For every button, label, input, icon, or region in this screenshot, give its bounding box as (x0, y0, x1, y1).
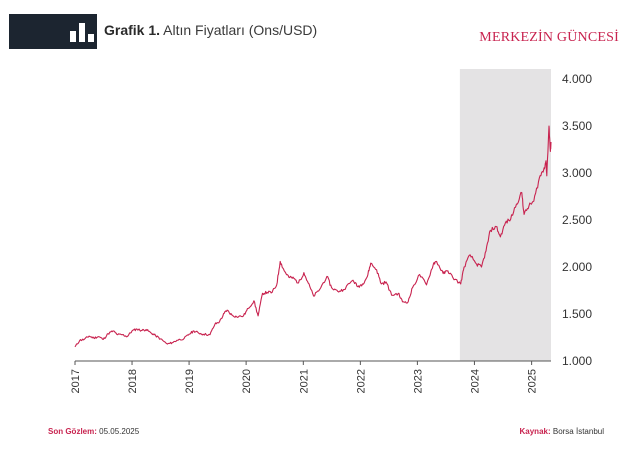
figure-label: Grafik 1. (104, 22, 161, 38)
y-tick-label-1500: 1.500 (562, 307, 592, 321)
chart-title: Grafik 1. Altın Fiyatları (Ons/USD) (104, 22, 317, 38)
title-text: Altın Fiyatları (Ons/USD) (163, 22, 318, 38)
x-tick-label-2017: 2017 (70, 369, 82, 393)
y-tick-label-4000: 4.000 (562, 72, 592, 86)
x-tick-label-2021: 2021 (298, 369, 310, 393)
y-tick-label-3000: 3.000 (562, 166, 592, 180)
x-tick-label-2025: 2025 (527, 369, 539, 393)
last-observation-value: 05.05.2025 (99, 427, 140, 436)
y-tick-label-2500: 2.500 (562, 213, 592, 227)
x-tick-label-2018: 2018 (127, 369, 139, 393)
source-note: Kaynak: Borsa İstanbul (520, 427, 605, 436)
x-tick-label-2020: 2020 (241, 369, 253, 393)
last-observation: Son Gözlem: 05.05.2025 (48, 427, 139, 436)
x-tick-label-2024: 2024 (469, 369, 481, 393)
gold-price-chart: 2017 2018 2019 2020 2021 2022 2023 2024 2025 1.00… (70, 69, 592, 393)
x-tick-label-2022: 2022 (355, 369, 367, 393)
y-tick-label-1000: 1.000 (562, 354, 592, 368)
y-tick-label-2000: 2.000 (562, 260, 592, 274)
brand-logo-text: MERKEZİN GÜNCESİ (479, 30, 619, 45)
y-tick-label-3500: 3.500 (562, 119, 592, 133)
bar-chart-icon (70, 23, 94, 42)
source-value: Borsa İstanbul (552, 427, 604, 436)
x-tick-label-2023: 2023 (412, 369, 424, 393)
last-observation-label: Son Gözlem: (48, 427, 97, 436)
x-tick-label-2019: 2019 (184, 369, 196, 393)
series-line-gold-price (74, 125, 552, 348)
header-badge (9, 14, 97, 49)
source-label: Kaynak: (519, 427, 551, 436)
highlight-region (459, 69, 551, 361)
